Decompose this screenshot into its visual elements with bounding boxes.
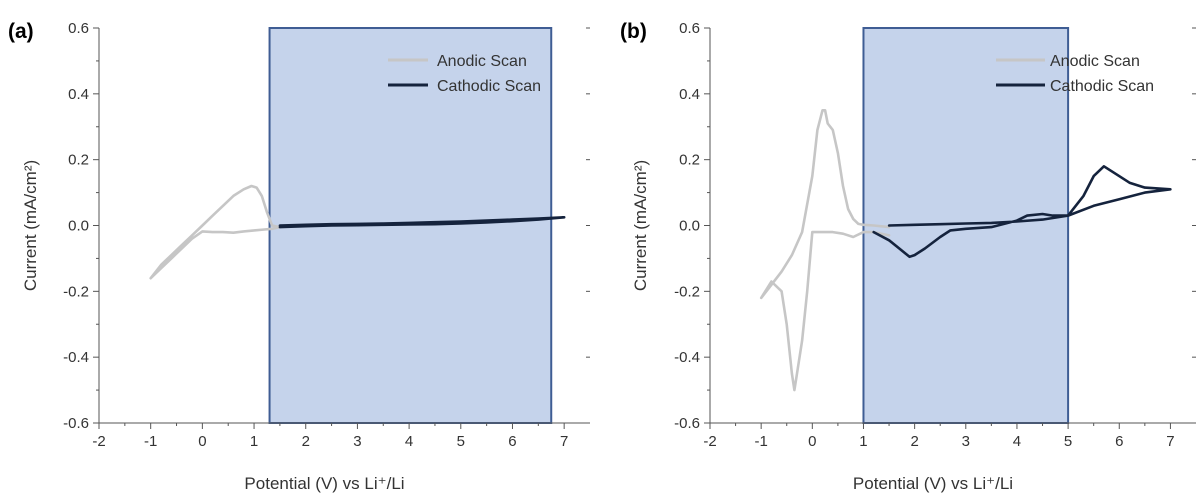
panel-a-legend-anodic-label: Anodic Scan <box>437 53 527 70</box>
panel-a-x-tick-label-4: 2 <box>302 433 310 450</box>
panel-b-plot: -2 -1 0 1 2 3 4 5 6 7 -0.6 -0.4 -0.2 0.0 0.2 0.4 0.6 Pote… <box>631 20 1196 493</box>
panel-a-x-tick-label-5: 3 <box>353 433 361 450</box>
panel-a-y-tick-label-5: 0.4 <box>68 86 89 103</box>
panel-a-x-tick-label-0: -2 <box>92 433 105 450</box>
panel-a: (a) -2 -1 0 1 2 3 4 5 6 7 -0.6 -0.4 -0.2 0.0 0.2 0.4 0.6… <box>8 20 590 493</box>
panel-a-x-tick-label-3: 1 <box>250 433 258 450</box>
panel-b-x-tick-label-7: 5 <box>1064 433 1072 450</box>
panel-b-legend-cathodic-label: Cathodic Scan <box>1050 78 1154 95</box>
panel-a-plot: -2 -1 0 1 2 3 4 5 6 7 -0.6 -0.4 -0.2 0.0 0.2 0.4 0.6 Pote… <box>21 20 590 493</box>
panel-b-x-tick-label-3: 1 <box>859 433 867 450</box>
panel-a-x-tick-label-9: 7 <box>560 433 568 450</box>
panel-a-x-tick-label-1: -1 <box>144 433 157 450</box>
panel-b-y-tick-label-4: 0.2 <box>679 152 700 169</box>
panel-a-x-axis-label: Potential (V) vs Li⁺/Li <box>244 474 404 493</box>
panel-a-y-tick-label-2: -0.2 <box>63 283 89 300</box>
panel-b-x-tick-label-0: -2 <box>703 433 716 450</box>
panel-b-y-tick-label-6: 0.6 <box>679 20 700 37</box>
panel-b-y-tick-label-1: -0.4 <box>674 349 700 366</box>
panel-b-x-tick-label-5: 3 <box>962 433 970 450</box>
panel-a-x-tick-label-6: 4 <box>405 433 413 450</box>
panel-b-x-tick-label-1: -1 <box>754 433 767 450</box>
panel-a-y-tick-label-1: -0.4 <box>63 349 89 366</box>
panel-b-y-axis-label: Current (mA/cm²) <box>631 160 650 291</box>
panel-b: (b) -2 -1 0 1 2 3 4 5 6 7 -0.6 -0.4 -0.2 0.0 0.2 0.4 0.6… <box>620 20 1196 493</box>
panel-a-y-tick-label-4: 0.2 <box>68 152 89 169</box>
panel-a-series-cathodic-line <box>278 216 566 229</box>
panel-a-letter: (a) <box>8 20 34 43</box>
panel-a-legend: Anodic Scan Cathodic Scan <box>388 53 541 95</box>
panel-a-legend-cathodic-label: Cathodic Scan <box>437 78 541 95</box>
panel-b-letter: (b) <box>620 20 647 43</box>
panel-b-x-axis-label: Potential (V) vs Li⁺/Li <box>853 474 1013 493</box>
panel-b-x-tick-label-6: 4 <box>1013 433 1021 450</box>
panel-b-legend: Anodic Scan Cathodic Scan <box>996 53 1154 95</box>
panel-b-legend-anodic-label: Anodic Scan <box>1050 53 1140 70</box>
panel-a-y-axis-label: Current (mA/cm²) <box>21 160 40 291</box>
panel-b-y-tick-label-3: 0.0 <box>679 218 700 235</box>
panel-a-x-tick-label-7: 5 <box>457 433 465 450</box>
panel-b-y-tick-label-5: 0.4 <box>679 86 700 103</box>
panel-a-series-anodic-line <box>149 184 282 280</box>
panel-a-y-tick-label-6: 0.6 <box>68 20 89 37</box>
panel-b-y-tick-label-0: -0.6 <box>674 415 700 432</box>
panel-b-series-cathodic-line <box>872 165 1172 259</box>
panel-a-x-tick-label-8: 6 <box>508 433 516 450</box>
panel-a-x-tick-label-2: 0 <box>198 433 206 450</box>
panel-b-x-tick-label-9: 7 <box>1166 433 1174 450</box>
panel-a-y-tick-label-0: -0.6 <box>63 415 89 432</box>
panel-b-x-tick-label-4: 2 <box>910 433 918 450</box>
panel-a-y-tick-label-3: 0.0 <box>68 218 89 235</box>
panel-b-y-tick-label-2: -0.2 <box>674 283 700 300</box>
panel-b-series-anodic-line <box>759 109 891 392</box>
panel-b-x-tick-label-2: 0 <box>808 433 816 450</box>
panel-b-x-tick-label-8: 6 <box>1115 433 1123 450</box>
